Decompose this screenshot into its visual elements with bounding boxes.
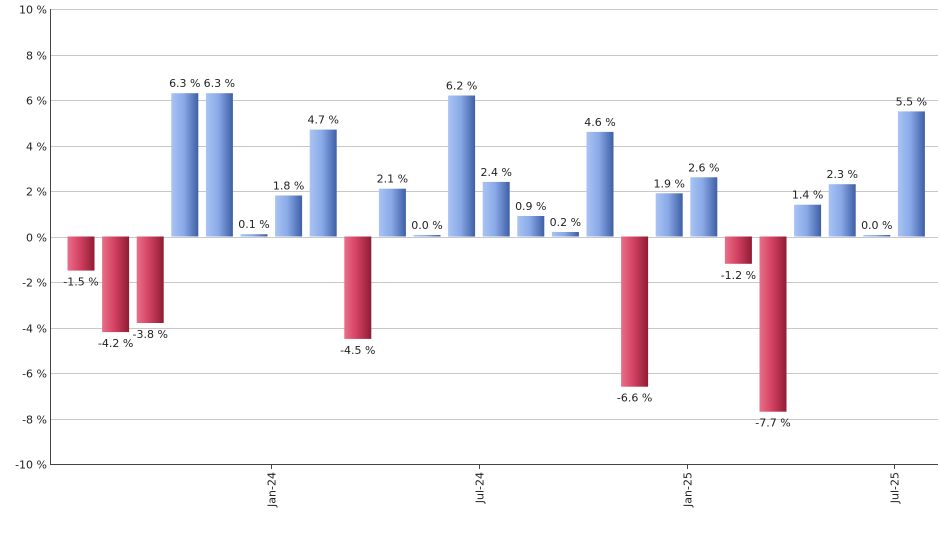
y-tick-label: -6 % [22,368,47,381]
data-label: 4.7 % [307,114,338,127]
bar [240,234,268,237]
bar [102,236,130,333]
bar [655,193,683,237]
bar [205,93,233,237]
data-label: 0.9 % [515,200,546,213]
data-label: 2.3 % [826,168,857,181]
data-label: -1.2 % [721,269,756,282]
data-label: 0.0 % [411,219,442,232]
bar [551,232,579,237]
axes [50,9,938,465]
bar [309,129,337,237]
bar [690,177,718,237]
bar [828,184,856,237]
data-label: -4.2 % [98,337,133,350]
data-label: 2.1 % [377,173,408,186]
bar [136,236,164,323]
x-axis-tick-labels: Jan-24 Jul-24 Jan-25 Jul-25 [266,464,902,508]
y-tick-label: 4 % [26,141,47,154]
data-label: -1.5 % [63,276,98,289]
bar [67,236,95,271]
bar [378,188,406,237]
bar [794,204,822,237]
data-label: 1.8 % [273,180,304,193]
bars [67,93,925,412]
y-tick-label: 2 % [26,186,47,199]
bar [897,111,925,237]
bar [275,195,303,237]
data-label: 0.2 % [550,216,581,229]
y-tick-label: 8 % [26,50,47,63]
bar [724,236,752,264]
data-label: 0.0 % [861,219,892,232]
bar [171,93,199,237]
data-label: 1.9 % [653,177,684,190]
data-label: 0.1 % [238,218,269,231]
data-label: 5.5 % [896,95,927,108]
data-label: 2.4 % [480,166,511,179]
data-label: -4.5 % [340,344,375,357]
bar [759,236,787,412]
data-label: 4.6 % [584,116,615,129]
bar [863,235,891,237]
x-tick-label: Jan-24 [266,472,279,508]
y-tick-label: -4 % [22,323,47,336]
data-label: -3.8 % [132,328,167,341]
y-tick-label: -10 % [15,459,47,472]
data-label: -6.6 % [617,392,652,405]
data-label: 6.3 % [169,77,200,90]
y-tick-label: -8 % [22,414,47,427]
data-label: 6.3 % [204,77,235,90]
data-label: 6.2 % [446,80,477,93]
y-tick-label: 10 % [19,4,47,17]
bar [586,131,614,237]
bar [448,95,476,237]
bar [517,216,545,237]
x-tick-label: Jul-25 [889,472,902,504]
y-tick-label: -2 % [22,277,47,290]
data-label: 2.6 % [688,161,719,174]
bar [482,181,510,237]
y-tick-label: 6 % [26,95,47,108]
x-tick-label: Jan-25 [682,472,695,508]
data-labels: -1.5 % -4.2 %-3.8 % 6.3 % 6.3 % 0.1 % 1.8 % 4.… [63,77,927,430]
y-axis-tick-labels: 10 % 8 % 6 % 4 % 2 % 0 % -2 % -4 % -6 % -8 % -10 % [15,4,47,472]
bar [413,235,441,237]
y-tick-label: 0 % [26,232,47,245]
x-tick-label: Jul-24 [474,472,487,504]
data-label: -7.7 % [755,417,790,430]
bar [621,236,649,387]
data-label: 1.4 % [792,189,823,202]
bar [344,236,372,339]
